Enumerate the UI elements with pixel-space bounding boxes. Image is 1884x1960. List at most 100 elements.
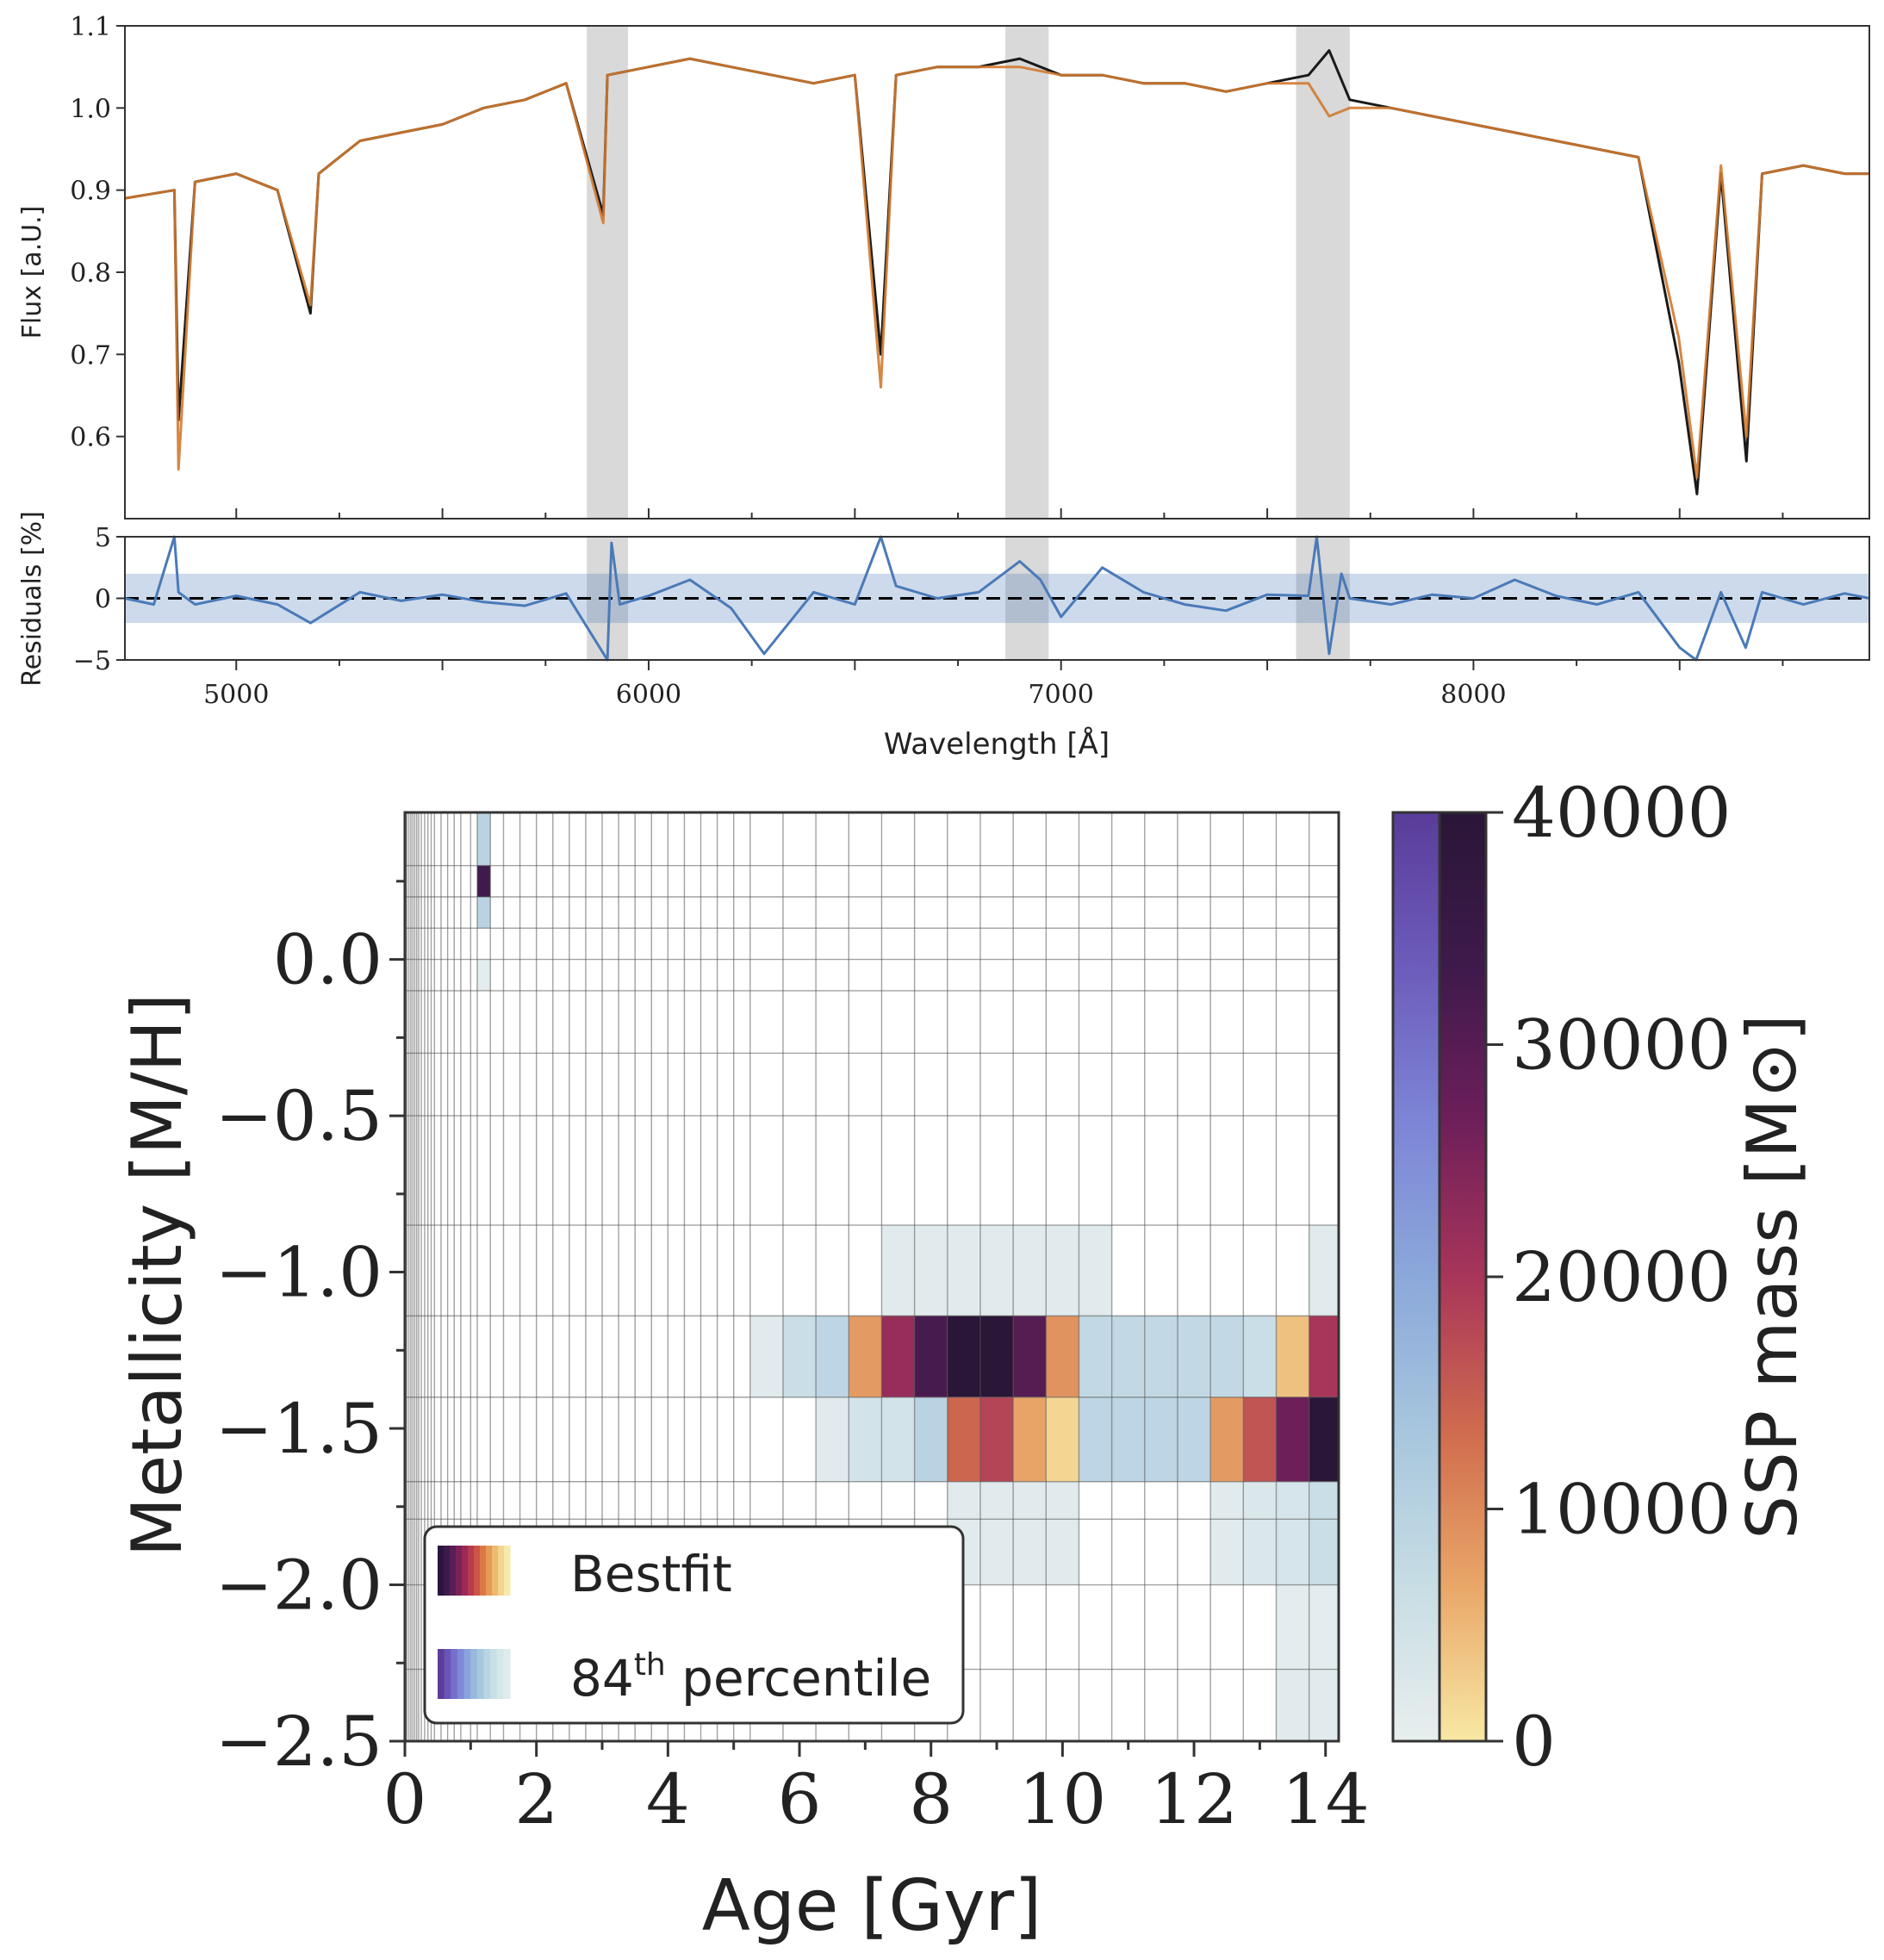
percentile84-cell: [979, 1225, 1014, 1316]
legend-swatch-segment: [444, 1649, 451, 1699]
spectrum-frame: [124, 25, 1870, 520]
residual-frame: [124, 536, 1870, 661]
percentile84-cell: [1013, 1225, 1047, 1316]
percentile84-cell: [947, 1225, 980, 1316]
legend-swatch-segment: [503, 1649, 511, 1699]
colorbar: 0 10000 20000 30000 40000 SSP mass [M⊙]: [1391, 773, 1812, 1782]
legend-swatch-segment: [470, 1649, 478, 1699]
bestfit-cell: [1013, 1316, 1047, 1397]
colorbar-label: SSP mass [M⊙]: [1732, 1014, 1812, 1539]
heatmap-frame: [403, 811, 1340, 1743]
percentile84-cell: [1144, 1397, 1178, 1482]
spectrum-series-1: [124, 57, 1869, 479]
legend-swatch-segment: [498, 1546, 505, 1596]
legend-swatch-bestfit: [438, 1546, 511, 1596]
masked-region-1: [1005, 26, 1049, 519]
percentile84-cell: [1111, 1397, 1145, 1482]
residual-x-tick-label: 7000: [1029, 680, 1094, 710]
bestfit-cell: [1243, 1397, 1277, 1482]
percentile84-cell: [1144, 1316, 1178, 1397]
residual-y-ticks: −5 0 5: [73, 523, 125, 676]
legend-swatch-segment: [480, 1546, 487, 1596]
legend-swatch-segment: [450, 1546, 457, 1596]
colorbar-84th: [1391, 811, 1441, 1743]
bestfit-cell: [1046, 1397, 1079, 1482]
legend-frame: [423, 1525, 965, 1725]
legend-swatch-segment: [474, 1546, 481, 1596]
bestfit-cell: [1309, 1397, 1339, 1482]
percentile84-cell: [1177, 1316, 1211, 1397]
residual-x-tick-label: 8000: [1440, 680, 1506, 710]
heatmap-x-tick-label: 12: [1150, 1759, 1238, 1839]
legend-swatch-segment: [456, 1546, 463, 1596]
percentile84-cell: [1046, 1481, 1079, 1585]
spectrum-lines: [124, 49, 1869, 495]
residuals-panel: −5 0 5 5000 6000 7000 8000 Residuals [%] Wave…: [17, 511, 1870, 762]
percentile84-cell: [1111, 1316, 1145, 1397]
bestfit-cell: [849, 1316, 882, 1397]
heatmap-y-tick-label: −1.0: [215, 1233, 382, 1313]
colorbar-tick-label: 40000: [1512, 773, 1732, 853]
colorbar-tick-label: 10000: [1512, 1470, 1732, 1550]
legend-swatch-segment: [463, 1649, 471, 1699]
spectrum-y-tick-label: 0.9: [70, 177, 111, 207]
percentile84-cell: [914, 1225, 948, 1316]
bestfit-cell: [1276, 1316, 1309, 1397]
percentile84-cell: [476, 897, 491, 929]
legend: Bestfit 84th percentile: [423, 1525, 965, 1725]
bestfit-cell: [476, 865, 491, 897]
bestfit-cell: [947, 1316, 980, 1397]
colorbar-tick-label: 20000: [1512, 1237, 1732, 1317]
legend-swatch-segment: [457, 1649, 465, 1699]
bestfit-cell: [881, 1316, 915, 1397]
percentile84-cell: [1276, 1669, 1309, 1741]
percentile84-cell: [1210, 1481, 1244, 1585]
bestfit-cell: [1210, 1397, 1244, 1482]
colorbar-bestfit: [1438, 811, 1488, 1743]
legend-swatch-segment: [496, 1649, 504, 1699]
spectrum-y-tick-label: 0.8: [70, 258, 111, 289]
percentile84-cell: [1276, 1481, 1309, 1585]
percentile84-cell: [1177, 1397, 1211, 1482]
heatmap-y-ticks: 0.0 −0.5 −1.0 −1.5 −2.0 −2.5: [215, 880, 405, 1782]
bestfit-cell: [979, 1316, 1014, 1397]
percentile84-cell: [1309, 1225, 1339, 1316]
legend-swatch-segment: [490, 1649, 498, 1699]
legend-swatch-segment: [451, 1649, 458, 1699]
percentile84-cell: [1079, 1316, 1112, 1397]
heatmap-x-tick-label: 14: [1282, 1759, 1370, 1839]
spectrum-y-tick-label: 1.1: [70, 12, 111, 42]
legend-label-84th: 84th percentile: [570, 1647, 931, 1708]
colorbar-tick-label: 0: [1512, 1702, 1556, 1782]
legend-swatch-segment: [444, 1546, 451, 1596]
legend-swatch-segment: [468, 1546, 475, 1596]
spectrum-y-tick-label: 1.0: [70, 94, 111, 124]
percentile84-cell: [881, 1225, 915, 1316]
percentile84-cell: [1309, 1584, 1339, 1670]
percentile84-cell: [476, 812, 491, 866]
heatmap-y-tick-label: −2.0: [215, 1546, 382, 1626]
percentile84-cell: [914, 1397, 948, 1482]
residual-series-0: [124, 535, 1870, 662]
spectrum-y-tick-label: 0.6: [70, 423, 111, 453]
bestfit-cell: [947, 1397, 980, 1482]
spectrum-x-ticks: [235, 508, 1784, 519]
legend-swatch-segment: [492, 1546, 499, 1596]
residual-x-ticks: 5000 6000 7000 8000: [203, 660, 1784, 710]
residual-y-tick-label: −5: [73, 646, 111, 676]
legend-label-bestfit: Bestfit: [570, 1545, 732, 1603]
residual-y-tick-label: 5: [95, 523, 111, 553]
percentile84-cell: [1309, 1481, 1339, 1585]
percentile84-cell: [476, 959, 491, 991]
heatmap-x-tick-label: 6: [778, 1759, 822, 1839]
percentile84-cell: [816, 1316, 849, 1397]
heatmap-y-label: Metallicity [M/H]: [117, 993, 197, 1557]
percentile84-cell: [1079, 1397, 1112, 1482]
legend-swatch-segment: [462, 1546, 469, 1596]
percentile84-cell: [1276, 1584, 1309, 1670]
heatmap-y-tick-label: −0.5: [215, 1076, 382, 1156]
percentile84-cell: [1243, 1481, 1277, 1585]
heatmap-x-tick-label: 2: [514, 1759, 558, 1839]
colorbar-tick-label: 30000: [1512, 1005, 1732, 1086]
